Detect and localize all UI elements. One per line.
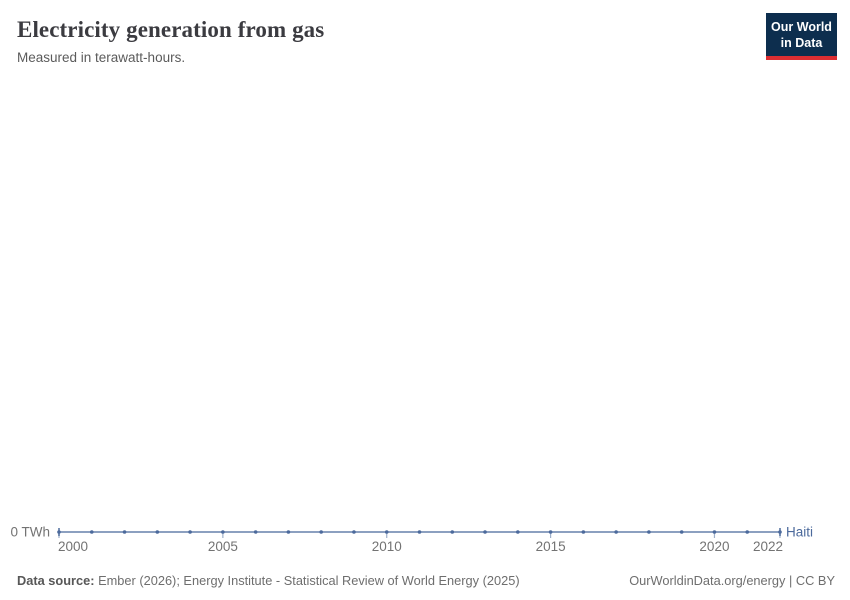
data-point[interactable] bbox=[450, 530, 455, 534]
x-tick-label: 2005 bbox=[208, 539, 238, 554]
data-point[interactable] bbox=[417, 530, 422, 534]
series-entity-label[interactable]: Haiti bbox=[786, 525, 813, 540]
line-chart[interactable]: 2000 2005 2010 2015 2020 2022 0 TWh Haiti bbox=[0, 90, 850, 560]
chart-subtitle: Measured in terawatt-hours. bbox=[17, 49, 186, 65]
data-point[interactable] bbox=[253, 530, 258, 534]
data-point[interactable] bbox=[483, 530, 487, 534]
data-point[interactable] bbox=[286, 530, 291, 534]
data-point[interactable] bbox=[745, 530, 750, 534]
data-point[interactable] bbox=[188, 530, 192, 534]
x-tick-label: 2000 bbox=[58, 539, 88, 554]
x-tick-label: 2010 bbox=[372, 539, 402, 554]
data-point[interactable] bbox=[647, 530, 651, 534]
data-point[interactable] bbox=[581, 530, 586, 534]
data-source-text: Ember (2026); Energy Institute - Statist… bbox=[94, 573, 520, 588]
x-tick-label: 2022 bbox=[753, 539, 783, 554]
data-point[interactable] bbox=[679, 530, 684, 534]
page-title: Electricity generation from gas bbox=[17, 17, 325, 42]
owid-logo: Our World in Data bbox=[766, 13, 837, 60]
data-point[interactable] bbox=[122, 530, 127, 534]
data-point[interactable] bbox=[548, 530, 553, 534]
data-point[interactable] bbox=[614, 530, 618, 534]
data-point[interactable] bbox=[319, 530, 323, 534]
data-point[interactable] bbox=[778, 530, 782, 534]
data-point[interactable] bbox=[384, 530, 389, 534]
data-point[interactable] bbox=[516, 530, 520, 534]
data-source[interactable]: Data source: Ember (2026); Energy Instit… bbox=[17, 573, 520, 588]
data-point[interactable] bbox=[221, 530, 225, 534]
chart-header: Electricity generation from gas Measured… bbox=[0, 0, 850, 65]
data-point[interactable] bbox=[712, 530, 717, 534]
x-tick-label: 2015 bbox=[536, 539, 566, 554]
data-source-label: Data source: bbox=[17, 573, 95, 588]
y-axis-label: 0 TWh bbox=[10, 525, 50, 540]
license-link[interactable]: OurWorldinData.org/energy | CC BY bbox=[629, 573, 835, 588]
data-point[interactable] bbox=[57, 530, 61, 534]
data-point[interactable] bbox=[352, 530, 356, 534]
owid-logo-line1: Our World bbox=[771, 20, 832, 34]
data-point[interactable] bbox=[89, 530, 94, 534]
owid-logo-line2: in Data bbox=[780, 36, 823, 51]
data-point[interactable] bbox=[155, 530, 160, 534]
chart-footer: Data source: Ember (2026); Energy Instit… bbox=[17, 573, 835, 588]
x-tick-label: 2020 bbox=[699, 539, 729, 554]
